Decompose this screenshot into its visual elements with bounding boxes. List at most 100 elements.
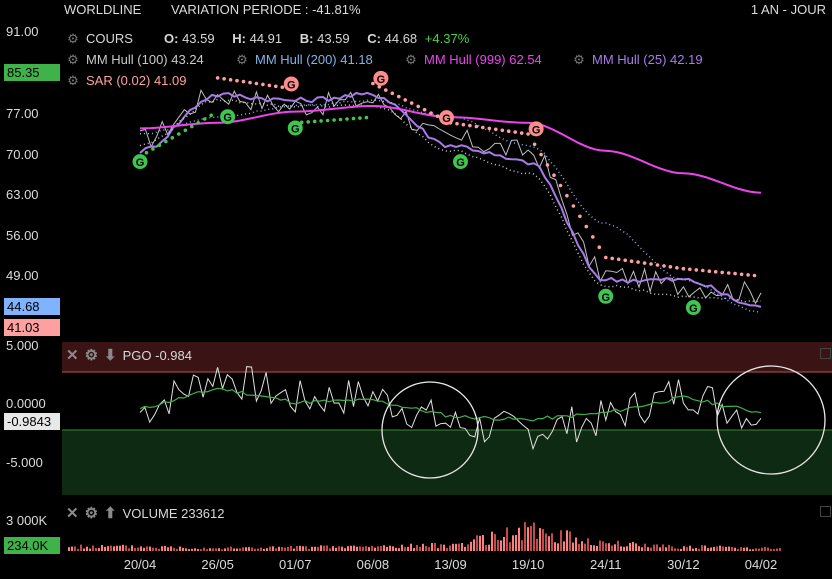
close-label: C: xyxy=(367,31,381,46)
sell-signal-icon[interactable] xyxy=(283,76,299,92)
gear-icon[interactable]: ⚙ xyxy=(67,52,79,67)
pgo-chart xyxy=(62,342,832,495)
gear-icon[interactable]: ⚙ xyxy=(573,52,585,67)
volume-bar xyxy=(80,544,82,551)
gear-icon[interactable]: ⚙ xyxy=(67,31,79,46)
volume-bar xyxy=(446,548,448,551)
sell-signal-icon[interactable] xyxy=(439,110,454,126)
volume-bar xyxy=(359,546,361,551)
gear-icon[interactable]: ⚙ xyxy=(236,52,248,67)
sar-dot xyxy=(552,173,556,177)
signal-glyph: G xyxy=(532,124,541,136)
sar-dot xyxy=(526,132,530,136)
signal-glyph: G xyxy=(456,157,465,169)
volume-bar xyxy=(173,547,175,551)
volume-bar xyxy=(293,548,295,551)
volume-bar xyxy=(605,543,607,551)
sar-dot xyxy=(629,259,634,264)
close-value: 44.68 xyxy=(384,31,418,46)
maximize-icon[interactable] xyxy=(820,506,831,517)
sar-dot xyxy=(461,122,466,127)
sar-dot xyxy=(144,150,149,155)
volume-bar xyxy=(113,546,115,551)
low-label: B: xyxy=(299,31,314,46)
sar-dot xyxy=(364,115,369,120)
sar-dot xyxy=(532,142,537,147)
volume-bar xyxy=(683,546,685,551)
volume-bar xyxy=(593,545,595,551)
sar-dot xyxy=(274,84,278,89)
series-line-mm-hull-100- xyxy=(139,98,762,303)
legend-hull100: ⚙ MM Hull (100) 43.24 xyxy=(67,52,204,67)
volume-bar xyxy=(656,544,658,551)
gear-icon[interactable]: ⚙ xyxy=(84,347,99,364)
sell-signal-icon[interactable] xyxy=(373,70,389,86)
close-icon[interactable]: ✕ xyxy=(66,347,79,364)
sar-dot xyxy=(267,83,272,88)
sar-dot xyxy=(655,263,660,267)
close-icon[interactable]: ✕ xyxy=(66,505,79,522)
volume-bar xyxy=(83,548,85,551)
buy-signal-icon[interactable] xyxy=(685,300,701,316)
sell-signal-icon[interactable] xyxy=(528,121,544,137)
volume-bar xyxy=(326,545,328,551)
sar-dot xyxy=(720,270,724,275)
buy-signal-icon[interactable] xyxy=(220,109,236,125)
volume-bar xyxy=(383,545,385,551)
volume-bar xyxy=(692,548,694,551)
buy-signal-icon[interactable] xyxy=(453,154,468,170)
volume-bar xyxy=(74,546,76,551)
open-value: 43.59 xyxy=(182,31,215,46)
volume-bar xyxy=(686,547,688,551)
sar-dot xyxy=(397,94,401,99)
sar-dot xyxy=(215,76,220,80)
volume-bar xyxy=(212,548,214,551)
sar-dot xyxy=(688,267,692,272)
sar-dot xyxy=(739,272,744,277)
period-selector[interactable]: 1 AN - JOUR xyxy=(750,2,826,17)
volume-bar xyxy=(380,546,382,551)
volume-bar xyxy=(530,525,532,551)
volume-bar xyxy=(587,538,589,551)
gear-icon[interactable]: ⚙ xyxy=(84,505,99,522)
sar-dot xyxy=(746,273,750,277)
sar-dot xyxy=(435,114,440,118)
pgo-tick: 0.0000 xyxy=(6,396,46,411)
volume-bar xyxy=(542,529,544,551)
buy-signal-icon[interactable] xyxy=(287,120,303,136)
pgo-title: PGO -0.984 xyxy=(122,348,192,363)
sar-dot xyxy=(591,235,595,239)
volume-title: VOLUME 233612 xyxy=(122,506,225,521)
buy-signal-icon[interactable] xyxy=(598,288,614,304)
volume-bar xyxy=(758,548,760,551)
arrow-up-icon[interactable]: ⬆ xyxy=(104,505,117,522)
volume-bar xyxy=(104,546,106,551)
arrow-down-icon[interactable]: ⬇ xyxy=(104,347,117,364)
volume-bar xyxy=(707,548,709,551)
volume-bar xyxy=(473,539,475,551)
volume-bar xyxy=(353,545,355,551)
volume-bar xyxy=(650,547,652,551)
maximize-icon[interactable] xyxy=(820,348,831,359)
volume-bar xyxy=(503,537,505,551)
volume-bar xyxy=(92,545,94,551)
volume-bar xyxy=(170,546,172,551)
sar-dot xyxy=(325,118,330,123)
sar-dot xyxy=(164,139,168,144)
price-tick: 77.00 xyxy=(6,106,39,121)
volume-bar xyxy=(347,546,349,551)
volume-bar xyxy=(551,533,553,551)
volume-bar xyxy=(137,547,139,551)
volume-bar xyxy=(440,544,442,551)
gear-icon[interactable]: ⚙ xyxy=(405,52,417,67)
volume-bar xyxy=(266,548,268,551)
series-line-mm-hull-25- xyxy=(139,91,762,308)
volume-bar xyxy=(500,540,502,551)
gear-icon[interactable]: ⚙ xyxy=(67,73,79,88)
volume-bar xyxy=(554,542,556,551)
volume-bar xyxy=(722,546,724,551)
volume-current-tag: 234.0K xyxy=(4,537,60,554)
buy-signal-icon[interactable] xyxy=(132,154,148,170)
pgo-tick: -5.000 xyxy=(6,455,43,470)
sar-dot xyxy=(248,80,252,85)
